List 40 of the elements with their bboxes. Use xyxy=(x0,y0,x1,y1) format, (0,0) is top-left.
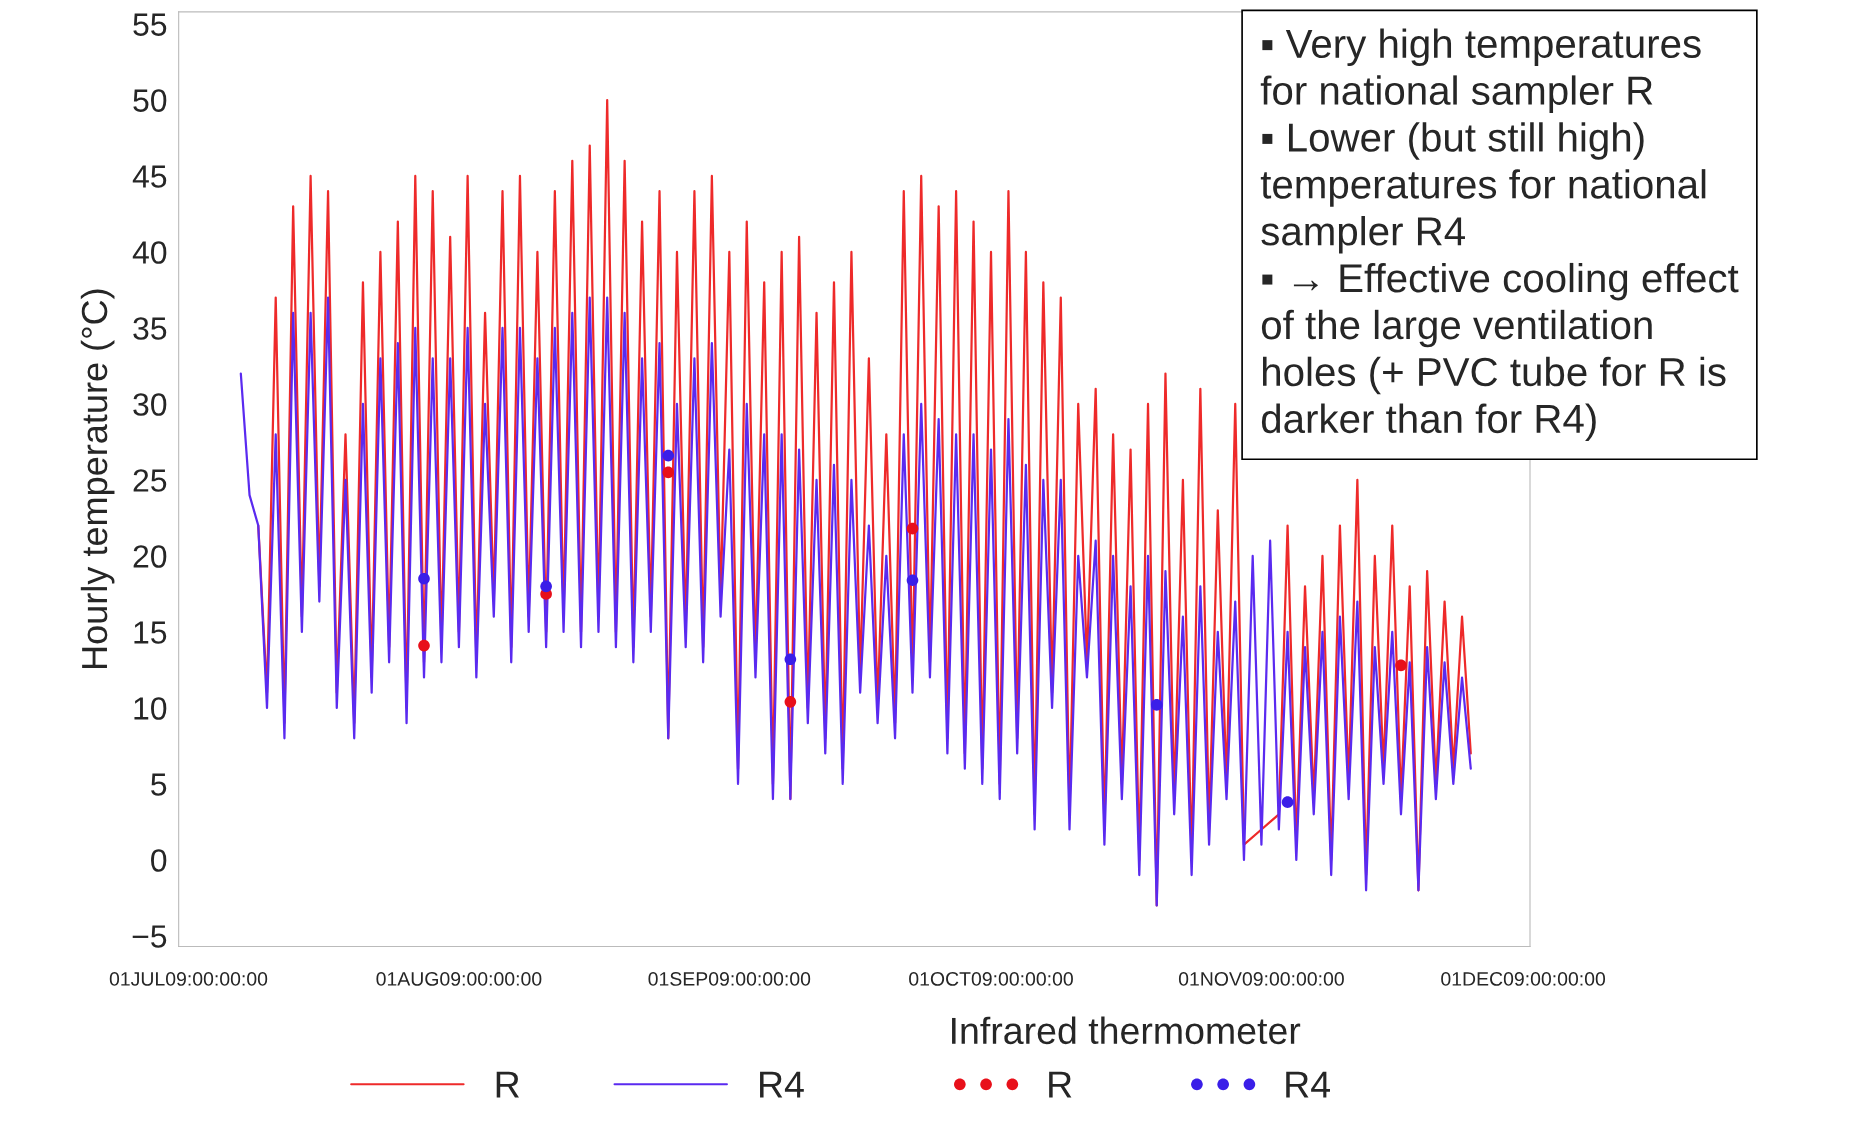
legend-label: R4 xyxy=(1286,1071,1330,1098)
legend-title: Infrared thermometer xyxy=(952,1016,1301,1045)
point xyxy=(540,580,552,593)
y-tick-label: 30 xyxy=(133,393,167,416)
point xyxy=(906,522,919,535)
point xyxy=(1150,699,1163,711)
point xyxy=(662,449,675,462)
point xyxy=(418,639,430,652)
point xyxy=(784,696,797,708)
y-tick-label: 10 xyxy=(134,697,167,720)
y-tick-label: 5 xyxy=(151,773,167,796)
y-tick-label: 20 xyxy=(133,545,167,568)
point xyxy=(1395,659,1407,672)
point xyxy=(784,653,797,666)
point xyxy=(418,572,430,585)
y-tick-label: 0 xyxy=(151,849,167,872)
x-tick-label: 01OCT09:00:00:00 xyxy=(909,972,1073,986)
annotation: ▪ Lower (but still high) temperatures for national sampler R4 xyxy=(1260,122,1706,254)
y-tick-label: 15 xyxy=(134,621,167,644)
y-tick-label: 55 xyxy=(133,13,167,36)
y-tick-label: −5 xyxy=(132,925,167,948)
point xyxy=(1281,796,1294,808)
point xyxy=(662,466,675,479)
y-tick-label: 40 xyxy=(132,241,167,264)
legend-label: R xyxy=(496,1071,519,1098)
y-tick-label: 45 xyxy=(132,165,167,188)
y-tick-label: 50 xyxy=(133,89,167,112)
legend-label: R xyxy=(1049,1071,1072,1098)
legend-label: R4 xyxy=(760,1071,804,1098)
x-tick-label: 01SEP09:00:00:00 xyxy=(648,972,811,986)
point xyxy=(906,574,919,587)
x-tick-label: 01AUG09:00:00:00 xyxy=(376,972,542,986)
y-tick-label: 35 xyxy=(133,317,167,340)
annotation: ▪ Very high temperatures for national sampler R xyxy=(1260,28,1701,113)
x-tick-label: 01DEC09:00:00:00 xyxy=(1441,972,1606,986)
y-axis-title: Hourly temperature (°C) xyxy=(80,289,115,669)
y-tick-label: 25 xyxy=(133,469,167,492)
x-tick-label: 01JUL09:00:00:00 xyxy=(109,972,268,986)
x-tick-label: 01NOV09:00:00:00 xyxy=(1178,972,1344,986)
annotation: ▪ → Effective cooling effect of the large ventilation holes (+ PVC tube for R is darker than for R4) xyxy=(1261,262,1739,442)
